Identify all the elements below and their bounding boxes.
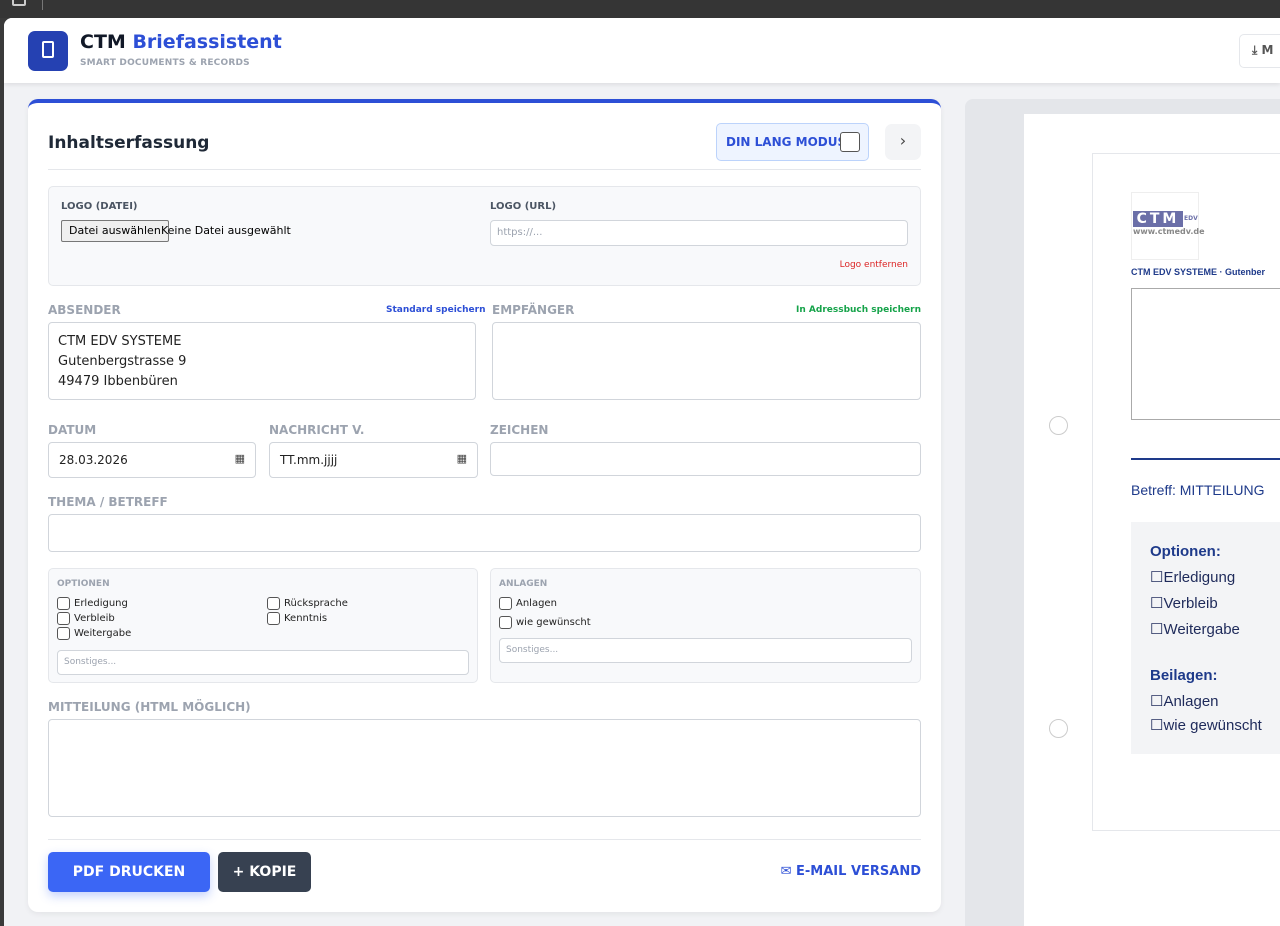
logo-url-input[interactable]: https://... <box>490 220 908 246</box>
sign-label: ZEICHEN <box>490 423 549 437</box>
file-choose-button[interactable]: Datei auswählen <box>61 220 169 242</box>
letter-sender-line: CTM EDV SYSTEME · Gutenber <box>1131 267 1266 277</box>
letter-page: CTM EDV www.ctmedv.de CTM EDV SYSTEME · … <box>1092 153 1280 831</box>
app: CTM Briefassistent SMART DOCUMENTS & REC… <box>4 18 1280 926</box>
app-subtitle: SMART DOCUMENTS & RECORDS <box>80 58 250 68</box>
download-button[interactable]: ⤓ M <box>1239 34 1280 68</box>
page-title: Inhaltserfassung <box>48 133 210 153</box>
message-label: MITTEILUNG (HTML MÖGLICH) <box>48 700 251 714</box>
option-ruecksprache[interactable]: Rücksprache <box>267 597 348 610</box>
din-lang-checkbox[interactable] <box>840 132 860 152</box>
date-input[interactable]: 28.03.2026 ▦ <box>48 442 256 478</box>
calendar-icon: ▦ <box>456 452 467 465</box>
preview-panel: CTM EDV www.ctmedv.de CTM EDV SYSTEME · … <box>965 99 1280 926</box>
save-addressbook-link[interactable]: In Adressbuch speichern <box>796 305 921 315</box>
logo-url-label: LOGO (URL) <box>490 201 557 212</box>
options-label: OPTIONEN <box>57 579 110 589</box>
attachment-wie-gewuenscht[interactable]: wie gewünscht <box>499 616 591 629</box>
recipient-textarea[interactable] <box>492 322 921 400</box>
message-date-label: NACHRICHT V. <box>269 423 365 437</box>
sender-textarea[interactable]: CTM EDV SYSTEME Gutenbergstrasse 9 49479 I… <box>48 322 476 400</box>
punch-mark <box>1049 719 1068 738</box>
browser-bar <box>0 0 1280 18</box>
letter-option: ☐Weitergabe <box>1150 621 1240 638</box>
option-erledigung[interactable]: Erledigung <box>57 597 128 610</box>
attachment-anlagen[interactable]: Anlagen <box>499 597 557 610</box>
subject-label: THEMA / BETREFF <box>48 495 168 509</box>
document-icon <box>28 31 68 71</box>
attachments-other-input[interactable]: Sonstiges... <box>499 638 912 663</box>
divider <box>1131 458 1280 460</box>
email-send-button[interactable]: ✉ E-MAIL VERSAND <box>780 864 921 879</box>
message-textarea[interactable] <box>48 719 921 817</box>
copy-button[interactable]: + KOPIE <box>218 852 311 892</box>
option-kenntnis[interactable]: Kenntnis <box>267 612 327 625</box>
mail-icon: ✉ <box>780 864 792 879</box>
letter-attachment: ☐wie gewünscht <box>1150 717 1262 734</box>
print-pdf-button[interactable]: PDF DRUCKEN <box>48 852 210 892</box>
file-status: Keine Datei ausgewählt <box>161 224 291 237</box>
option-weitergabe[interactable]: Weitergabe <box>57 627 131 640</box>
divider <box>48 839 921 840</box>
attachments-label: ANLAGEN <box>499 579 548 589</box>
subject-input[interactable] <box>48 514 921 552</box>
divider <box>48 169 921 170</box>
options-other-input[interactable]: Sonstiges... <box>57 650 469 675</box>
sign-input[interactable] <box>490 442 921 476</box>
letter-paper: CTM EDV www.ctmedv.de CTM EDV SYSTEME · … <box>1024 114 1280 926</box>
logo-remove-link[interactable]: Logo entfernen <box>839 260 908 270</box>
letter-option: ☐Verbleib <box>1150 595 1218 612</box>
address-window <box>1131 288 1280 420</box>
app-title: CTM Briefassistent <box>80 31 282 53</box>
recipient-label: EMPFÄNGER <box>492 303 575 317</box>
form-card: Inhaltserfassung DIN LANG MODUS › LOGO (… <box>28 99 941 912</box>
calendar-icon: ▦ <box>234 452 245 465</box>
letter-options-box: Optionen: ☐Erledigung ☐Verbleib ☐Weiterg… <box>1131 522 1280 754</box>
date-label: DATUM <box>48 423 97 437</box>
logo-file-label: LOGO (DATEI) <box>61 201 138 212</box>
options-section: OPTIONEN Erledigung Verbleib Weitergabe … <box>48 568 478 683</box>
window-icon <box>12 0 26 6</box>
save-default-link[interactable]: Standard speichern <box>386 305 486 315</box>
app-header: CTM Briefassistent SMART DOCUMENTS & REC… <box>4 18 1280 83</box>
attachments-section: ANLAGEN Anlagen wie gewünscht Sonstiges.… <box>490 568 921 683</box>
divider <box>42 0 43 10</box>
din-lang-toggle[interactable]: DIN LANG MODUS <box>716 123 869 161</box>
logo-section: LOGO (DATEI) Datei auswählen Keine Datei… <box>48 186 921 286</box>
chevron-right-icon[interactable]: › <box>885 124 921 160</box>
option-verbleib[interactable]: Verbleib <box>57 612 115 625</box>
letter-logo: CTM EDV www.ctmedv.de <box>1131 192 1205 260</box>
message-date-input[interactable]: TT.mm.jjjj ▦ <box>269 442 478 478</box>
letter-option: ☐Erledigung <box>1150 569 1236 586</box>
punch-mark <box>1049 416 1068 435</box>
letter-subject: Betreff: MITTEILUNG <box>1131 482 1265 498</box>
sender-label: ABSENDER <box>48 303 121 317</box>
letter-attachment: ☐Anlagen <box>1150 693 1219 710</box>
download-icon: ⤓ <box>1252 43 1258 57</box>
